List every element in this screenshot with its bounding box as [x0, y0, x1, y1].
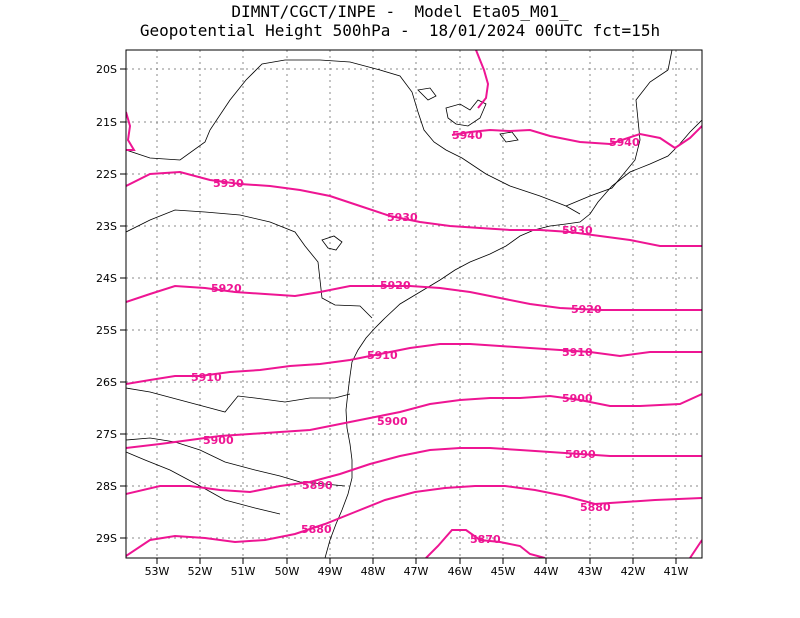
border-sp-mg: [209, 59, 581, 215]
lon-label: 41W: [664, 565, 689, 578]
lat-label: 25S: [96, 324, 117, 337]
lake-3: [417, 87, 437, 101]
contour-label: 5900: [562, 392, 593, 405]
coastline-borders: [126, 50, 702, 558]
lat-label: 26S: [96, 376, 117, 389]
lat-label: 21S: [96, 116, 117, 129]
contour-5930: [126, 170, 702, 247]
tick-marks: [120, 68, 677, 564]
contour-5910: [126, 343, 702, 385]
contour-label-group: 5940 5940 5930 5930 5930 5920 5920 5920 …: [191, 129, 640, 546]
contour-label: 5890: [565, 448, 596, 461]
contour-label: 5900: [377, 415, 408, 428]
border-parana-sp: [126, 209, 373, 319]
lon-label: 45W: [491, 565, 516, 578]
contour-label: 5890: [302, 479, 333, 492]
contour-5940-main: [451, 125, 702, 150]
lon-label: 43W: [578, 565, 603, 578]
contour-label: 5900: [203, 434, 234, 447]
border-rs-south: [126, 451, 281, 515]
lon-label: 42W: [621, 565, 646, 578]
contour-label: 5880: [301, 523, 332, 536]
title-line-2: Geopotential Height 500hPa - 18/01/2024 …: [139, 21, 661, 40]
lon-axis-labels: 53W 52W 51W 50W 49W 48W 47W 46W 45W 44W …: [145, 565, 689, 578]
lat-label: 27S: [96, 428, 117, 441]
contour-label: 5920: [211, 282, 242, 295]
lake-4: [499, 131, 519, 143]
contour-5880: [126, 485, 702, 557]
lon-label: 50W: [275, 565, 300, 578]
contours: [126, 50, 702, 558]
lon-label: 49W: [318, 565, 343, 578]
contour-label: 5920: [380, 279, 411, 292]
contour-5900: [126, 393, 702, 449]
lake-2: [321, 235, 343, 251]
contour-label: 5910: [562, 346, 593, 359]
contour-label: 5920: [571, 303, 602, 316]
lake-furnas: [445, 99, 487, 127]
contour-label: 5930: [213, 177, 244, 190]
plot-frame: [125, 49, 703, 559]
chart-title: DIMNT/CGCT/INPE - Model Eta05_M01_ Geopo…: [0, 2, 800, 40]
lon-label: 51W: [231, 565, 256, 578]
contour-5940-north: [475, 50, 490, 109]
contour-label: 5930: [562, 224, 593, 237]
border-mg-rj: [565, 69, 669, 207]
lat-axis-labels: 20S 21S 22S 23S 24S 25S 26S 27S 28S 29S: [96, 63, 117, 545]
lon-label: 53W: [145, 565, 170, 578]
title-line-1: DIMNT/CGCT/INPE - Model Eta05_M01_: [231, 2, 569, 21]
border-mg-es: [667, 50, 673, 71]
lon-label: 46W: [448, 565, 473, 578]
border-sc-rs: [126, 437, 346, 487]
contour-label: 5940: [452, 129, 483, 142]
lat-label: 20S: [96, 63, 117, 76]
contour-label: 5910: [191, 371, 222, 384]
lat-label: 23S: [96, 220, 117, 233]
lat-label: 28S: [96, 480, 117, 493]
contour-5890: [126, 447, 702, 495]
lat-label: 29S: [96, 532, 117, 545]
contour-5870: [425, 529, 546, 558]
contour-label: 5880: [580, 501, 611, 514]
lon-label: 52W: [188, 565, 213, 578]
contour-5920: [126, 284, 702, 311]
border-ms-sp: [126, 129, 211, 161]
lon-label: 48W: [361, 565, 386, 578]
border-parana-sc: [126, 387, 351, 413]
lat-label: 24S: [96, 272, 117, 285]
contour-5870-east: [689, 539, 702, 558]
contour-label: 5870: [470, 533, 501, 546]
coastline: [324, 119, 702, 558]
contour-label: 5940: [609, 136, 640, 149]
contour-5940-west: [126, 111, 136, 151]
lat-label: 22S: [96, 168, 117, 181]
lon-label: 47W: [404, 565, 429, 578]
lon-label: 44W: [534, 565, 559, 578]
contour-label: 5910: [367, 349, 398, 362]
contour-label: 5930: [387, 211, 418, 224]
